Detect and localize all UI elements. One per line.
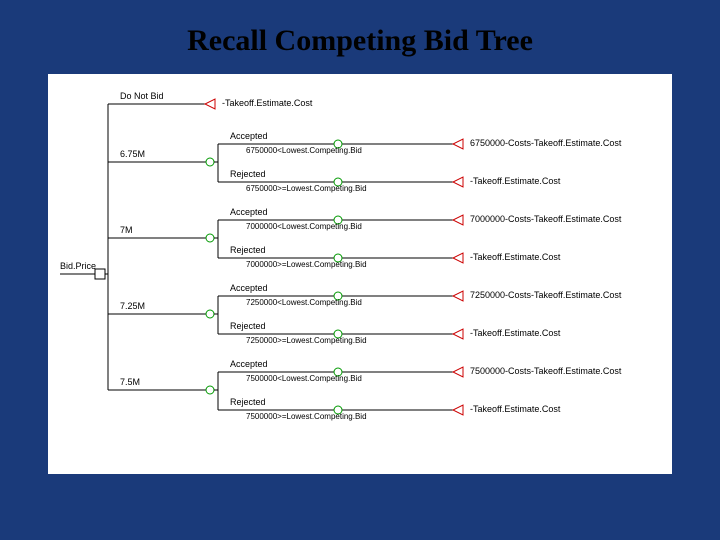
condition-1-0: 6750000<Lowest.Competing.Bid (246, 147, 362, 155)
condition-4-0: 7500000<Lowest.Competing.Bid (246, 375, 362, 383)
condition-4-1: 7500000>=Lowest.Competing.Bid (246, 413, 367, 421)
sub-branch-4-0: Accepted (230, 360, 268, 369)
sub-branch-1-1: Rejected (230, 170, 266, 179)
sub-branch-4-1: Rejected (230, 398, 266, 407)
branch-label-3: 7.25M (120, 302, 145, 311)
condition-1-1: 6750000>=Lowest.Competing.Bid (246, 185, 367, 193)
outcome-1-1: -Takeoff.Estimate.Cost (470, 177, 560, 186)
slide-title: Recall Competing Bid Tree (0, 0, 720, 74)
outcome-4-0: 7500000-Costs-Takeoff.Estimate.Cost (470, 367, 621, 376)
outcome-3-1: -Takeoff.Estimate.Cost (470, 329, 560, 338)
condition-3-1: 7250000>=Lowest.Competing.Bid (246, 337, 367, 345)
branch-label-0: Do Not Bid (120, 92, 164, 101)
outcome-1-0: 6750000-Costs-Takeoff.Estimate.Cost (470, 139, 621, 148)
outcome-2-0: 7000000-Costs-Takeoff.Estimate.Cost (470, 215, 621, 224)
outcome-3-0: 7250000-Costs-Takeoff.Estimate.Cost (470, 291, 621, 300)
branch-label-1: 6.75M (120, 150, 145, 159)
condition-3-0: 7250000<Lowest.Competing.Bid (246, 299, 362, 307)
outcome-2-1: -Takeoff.Estimate.Cost (470, 253, 560, 262)
sub-branch-1-0: Accepted (230, 132, 268, 141)
condition-2-0: 7000000<Lowest.Competing.Bid (246, 223, 362, 231)
sub-branch-2-0: Accepted (230, 208, 268, 217)
condition-2-1: 7000000>=Lowest.Competing.Bid (246, 261, 367, 269)
sub-branch-3-0: Accepted (230, 284, 268, 293)
branch-label-2: 7M (120, 226, 133, 235)
sub-branch-3-1: Rejected (230, 322, 266, 331)
outcome-4-1: -Takeoff.Estimate.Cost (470, 405, 560, 414)
tree-diagram-panel: Bid.Price Do Not Bid -Takeoff.Estimate.Cos… (48, 74, 672, 474)
root-label: Bid.Price (60, 262, 96, 271)
branch-label-4: 7.5M (120, 378, 140, 387)
outcome-0: -Takeoff.Estimate.Cost (222, 99, 312, 108)
sub-branch-2-1: Rejected (230, 246, 266, 255)
